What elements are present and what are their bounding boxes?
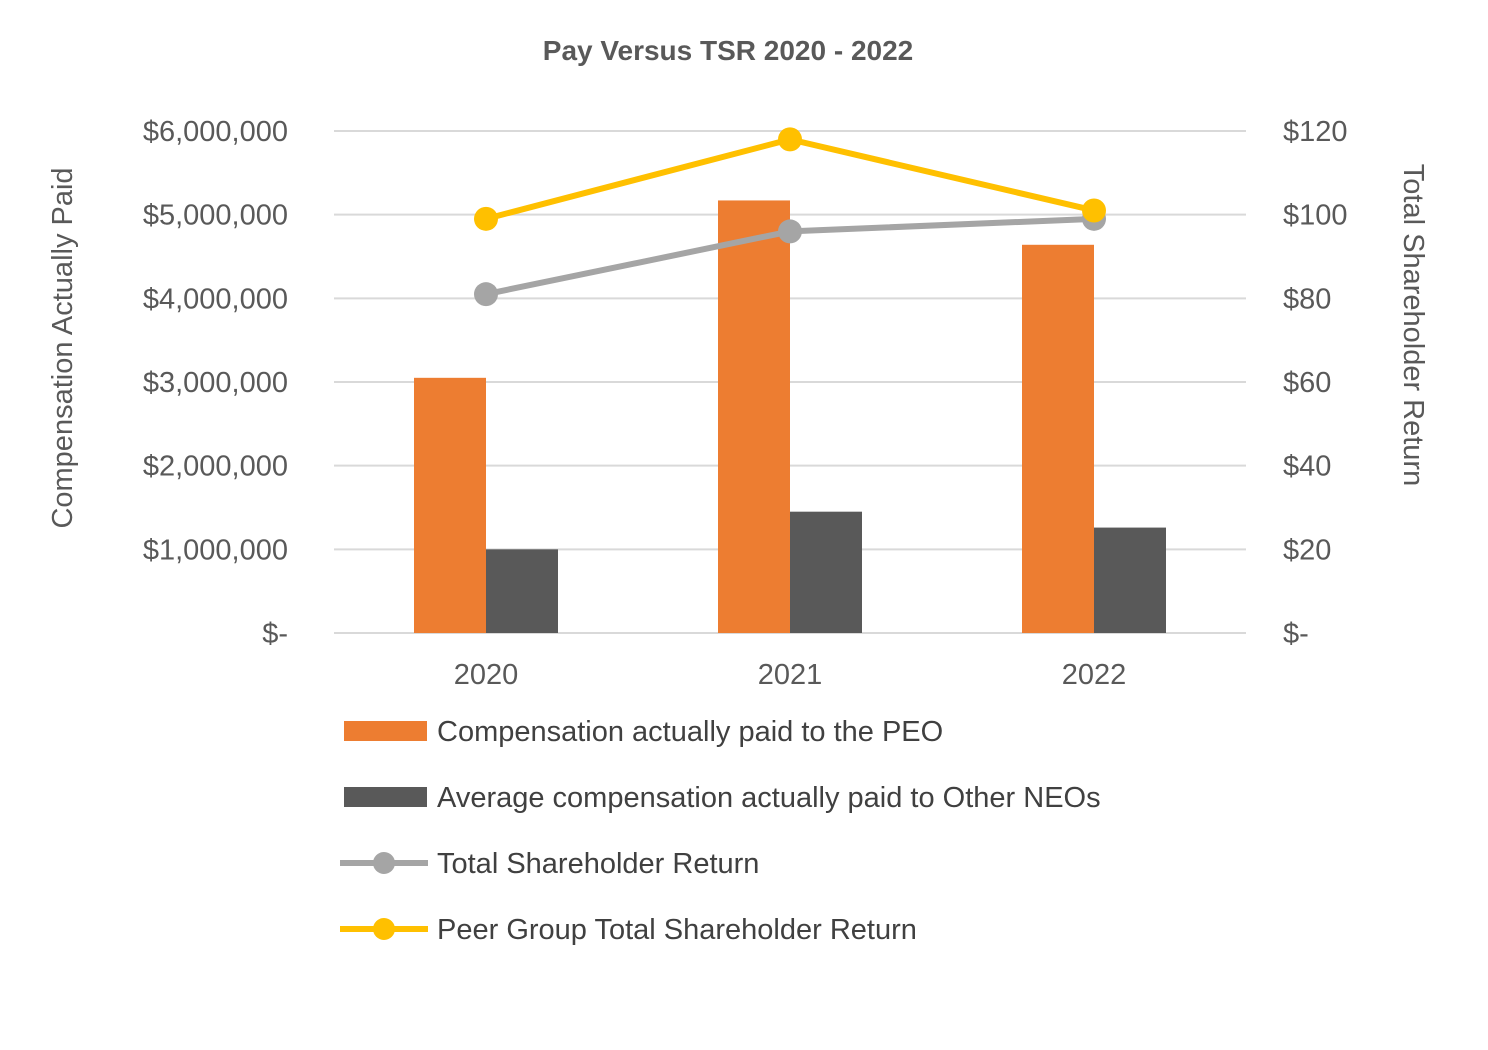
line-point-1-2021	[778, 127, 802, 152]
right-tick-label-1: $20	[1283, 534, 1331, 566]
legend-swatch-0	[344, 721, 427, 741]
left-tick-label-0: $-	[262, 618, 288, 650]
bar-series-0-2020	[414, 377, 486, 633]
x-tick-label-2021: 2021	[758, 659, 823, 691]
left-tick-label-6: $6,000,000	[143, 116, 288, 148]
left-tick-label-5: $5,000,000	[143, 200, 288, 232]
right-tick-label-0: $-	[1283, 618, 1309, 650]
right-axis-title: Total Shareholder Return	[1397, 164, 1429, 486]
bar-series-1-2021	[790, 511, 862, 633]
line-point-1-2020	[474, 206, 498, 231]
legend-marker-2	[373, 852, 395, 874]
bar-series-0-2021	[718, 200, 790, 633]
legend-label-0: Compensation actually paid to the PEO	[437, 716, 943, 748]
line-series	[474, 127, 1106, 307]
left-tick-label-1: $1,000,000	[143, 534, 288, 566]
left-axis-title: Compensation Actually Paid	[47, 167, 79, 528]
chart-title: Pay Versus TSR 2020 - 2022	[543, 35, 913, 66]
legend-swatch-1	[344, 787, 427, 807]
right-tick-label-6: $120	[1283, 116, 1348, 148]
left-tick-label-3: $3,000,000	[143, 367, 288, 399]
right-tick-label-5: $100	[1283, 200, 1348, 232]
bar-series-1-2020	[486, 549, 558, 633]
bar-series-0-2022	[1022, 244, 1094, 633]
left-tick-label-2: $2,000,000	[143, 451, 288, 483]
legend-label-3: Peer Group Total Shareholder Return	[437, 914, 917, 946]
line-point-1-2022	[1082, 198, 1106, 223]
x-axis-ticks: 2020 2021 2022	[454, 659, 1127, 691]
x-tick-label-2022: 2022	[1062, 659, 1127, 691]
legend-label-1: Average compensation actually paid to Ot…	[437, 782, 1101, 814]
right-axis-ticks: $- $20 $40 $60 $80 $100 $120	[1283, 116, 1348, 650]
right-tick-label-2: $40	[1283, 451, 1331, 483]
legend: Compensation actually paid to the PEO Ave…	[340, 716, 1101, 946]
right-tick-label-3: $60	[1283, 367, 1331, 399]
line-point-0-2021	[778, 219, 802, 244]
x-tick-label-2020: 2020	[454, 659, 519, 691]
left-axis-ticks: $- $1,000,000 $2,000,000 $3,000,000 $4,000,0…	[143, 116, 288, 650]
right-tick-label-4: $80	[1283, 283, 1331, 315]
legend-marker-3	[373, 918, 395, 940]
legend-label-2: Total Shareholder Return	[437, 848, 759, 880]
bar-series-1-2022	[1094, 527, 1166, 633]
left-tick-label-4: $4,000,000	[143, 283, 288, 315]
line-point-0-2020	[474, 282, 498, 307]
bar-series	[414, 200, 1166, 633]
